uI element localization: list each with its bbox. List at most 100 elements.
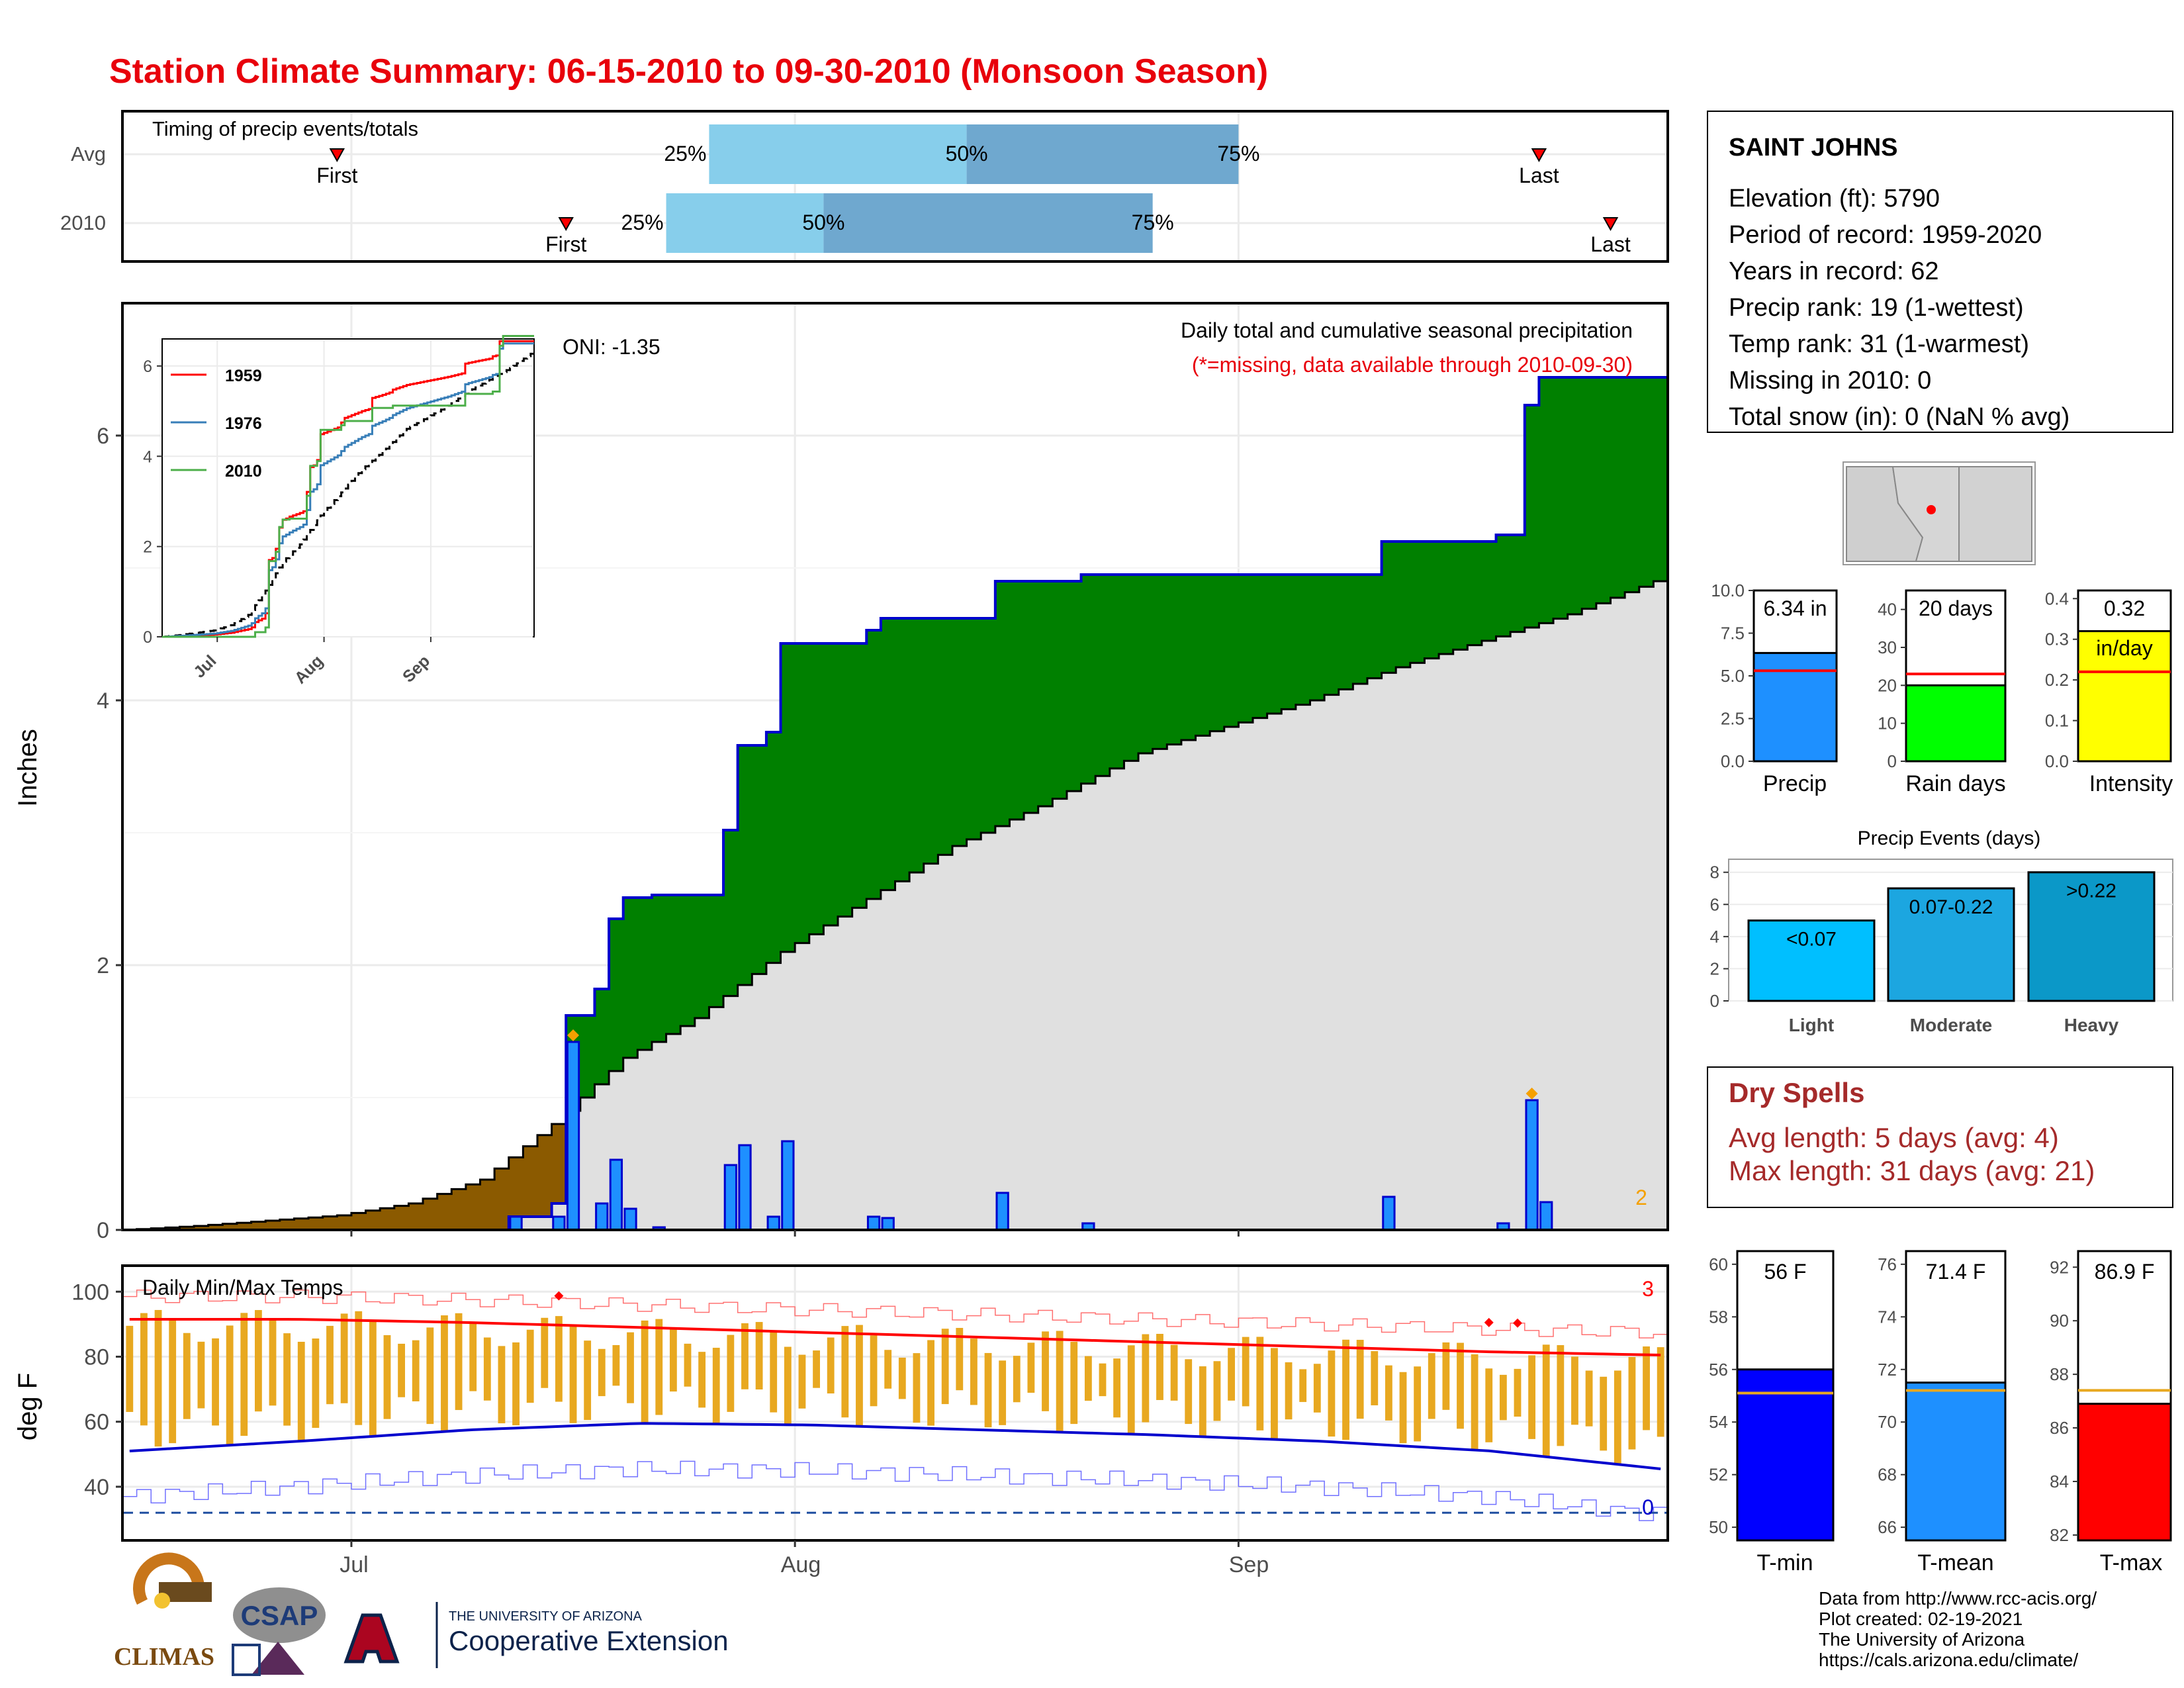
daily-temp-range-bar: [913, 1353, 921, 1423]
events-category-label: Light: [1789, 1015, 1834, 1035]
daily-temp-range-bar: [569, 1326, 577, 1423]
daily-temp-range-bar: [1084, 1356, 1092, 1401]
temp-y-tick-label: 40: [84, 1475, 109, 1500]
daily-temp-range-bar: [1643, 1346, 1650, 1430]
daily-temp-range-bar: [813, 1350, 820, 1388]
temp-summary-y-tick-label: 60: [1709, 1254, 1728, 1274]
summary-bar: [2077, 630, 2172, 763]
temp-summary-bars: 56 F 60 58 56 54 52 50 T-min 71.4 F 76 74 72 70 68 66 T…: [1709, 1250, 2172, 1575]
inset-avg-line: [162, 352, 534, 638]
temp-summary-y-tick-label: 88: [2050, 1364, 2069, 1384]
daily-temp-range-bar: [1428, 1353, 1435, 1419]
daily-temp-range-bar: [898, 1357, 906, 1399]
daily-temp-range-bar: [1170, 1344, 1178, 1401]
x-tick-jul: Jul: [340, 1552, 368, 1577]
daily-temp-range-bar: [398, 1343, 406, 1397]
temp-summary-y-tick-label: 54: [1709, 1412, 1728, 1432]
summary-y-tick-label: 2.5: [1721, 709, 1745, 729]
station-name: SAINT JOHNS: [1729, 134, 1897, 162]
daily-temp-range-bar: [870, 1335, 878, 1407]
daily-temp-range-bar: [1142, 1334, 1150, 1423]
daily-temp-range-bar: [1571, 1356, 1578, 1425]
daily-temp-range-bar: [1285, 1362, 1293, 1420]
summary-y-tick-label: 7.5: [1721, 624, 1745, 643]
daily-temp-range-bar: [884, 1350, 892, 1389]
timing-pct-label: 75%: [1132, 211, 1174, 234]
daily-temp-range-bar: [741, 1323, 749, 1389]
temp-count-lo: 0: [1642, 1495, 1654, 1519]
timing-row-avg-label: Avg: [71, 142, 106, 165]
summary-bar: [1905, 684, 2007, 763]
summary-bar-label: Rain days: [1905, 771, 2005, 796]
record-marker: [567, 1029, 580, 1041]
timing-bar-q1: [666, 193, 824, 253]
timing-last-marker: [1531, 148, 1547, 163]
events-bar: [1747, 919, 1876, 1002]
daily-temp-range-bar: [254, 1310, 262, 1412]
daily-temp-range-bar: [827, 1337, 835, 1394]
daily-temp-range-bar: [1027, 1342, 1035, 1393]
timing-last-marker: [1602, 217, 1619, 232]
summary-value-label: 0.32: [2104, 596, 2145, 620]
x-axis: Jul Aug Sep: [340, 1552, 1269, 1577]
daily-temp-range-bar: [1614, 1370, 1621, 1464]
summary-value-label: in/day: [2096, 636, 2152, 660]
summary-y-tick-label: 0.3: [2045, 630, 2069, 649]
daily-temp-range-bar: [512, 1342, 520, 1426]
oni-label: ONI: -1.35: [563, 335, 660, 359]
credit-line: https://cals.arizona.edu/climate/: [1819, 1650, 2078, 1670]
daily-temp-range-bar: [183, 1333, 191, 1419]
daily-temp-range-bar: [555, 1316, 563, 1402]
timing-pct-label: 50%: [802, 211, 844, 234]
timing-pct-label: 50%: [946, 142, 988, 165]
summary-bars: 6.34 in 10.0 7.5 5.0 2.5 0.0 Precip 20 days 40 30…: [1711, 581, 2173, 796]
daily-temp-range-bar: [1442, 1342, 1450, 1410]
inset-2010-line: [162, 335, 534, 638]
temp-title: Daily Min/Max Temps: [142, 1276, 343, 1299]
summary-value-label: 20 days: [1919, 596, 1993, 620]
daily-temp-range-bar: [355, 1311, 363, 1425]
daily-precip-bar: [738, 1144, 752, 1231]
daily-precip-bar: [509, 1215, 523, 1231]
daily-temp-range-bar: [1156, 1334, 1163, 1400]
count-label: 2: [1635, 1186, 1647, 1209]
x-tick-aug: Aug: [781, 1552, 821, 1577]
daily-temp-range-bar: [1213, 1361, 1221, 1421]
temp-summary-y-tick-label: 68: [1878, 1465, 1897, 1485]
daily-temp-range-bar: [1585, 1370, 1593, 1427]
daily-temp-range-bar: [798, 1354, 806, 1409]
daily-temp-range-bar: [1242, 1336, 1250, 1407]
temp-summary-label: T-min: [1757, 1550, 1813, 1575]
summary-y-tick-label: 10: [1878, 714, 1897, 733]
daily-temp-range-bar: [1185, 1359, 1193, 1425]
daily-temp-range-bar: [1528, 1355, 1536, 1439]
record-high-marker: [1512, 1318, 1522, 1328]
events-y-tick-label: 6: [1710, 894, 1719, 914]
daily-temp-range-bar: [441, 1315, 448, 1431]
temp-count-hi: 3: [1642, 1277, 1654, 1301]
station-info-box: SAINT JOHNS Elevation (ft): 5790 Period …: [1707, 111, 2173, 433]
daily-temp-range-bar: [455, 1313, 463, 1411]
main-annotation: Daily total and cumulative seasonal prec…: [1181, 318, 1633, 342]
events-title: Precip Events (days): [1858, 827, 2041, 849]
temp-summary-y-tick-label: 50: [1709, 1517, 1728, 1537]
timing-bar-q2: [966, 124, 1239, 184]
summary-y-tick-label: 0.0: [2045, 751, 2069, 771]
daily-temp-range-bar: [369, 1321, 377, 1436]
events-bar-label: 0.07-0.22: [1909, 896, 1993, 918]
daily-temp-range-bar: [526, 1329, 534, 1403]
daily-temp-range-bar: [483, 1337, 491, 1401]
timing-pct-label: 25%: [621, 211, 664, 234]
daily-temp-range-bar: [197, 1341, 205, 1409]
events-bar-label: <0.07: [1786, 929, 1837, 951]
climas-wordmark: CLIMAS: [114, 1643, 214, 1671]
summary-y-tick-label: 0: [1888, 751, 1897, 771]
daily-precip-bar: [595, 1202, 609, 1231]
temp-summary-y-tick-label: 90: [2050, 1311, 2069, 1331]
surplus-area: [566, 377, 1668, 1111]
ua-logo: THE UNIVERSITY OF ARIZONA Cooperative Ex…: [343, 1602, 729, 1668]
locator-map: [1843, 461, 2036, 565]
daily-temp-range-bar: [1356, 1340, 1364, 1419]
summary-y-tick-label: 0.0: [1721, 751, 1745, 771]
